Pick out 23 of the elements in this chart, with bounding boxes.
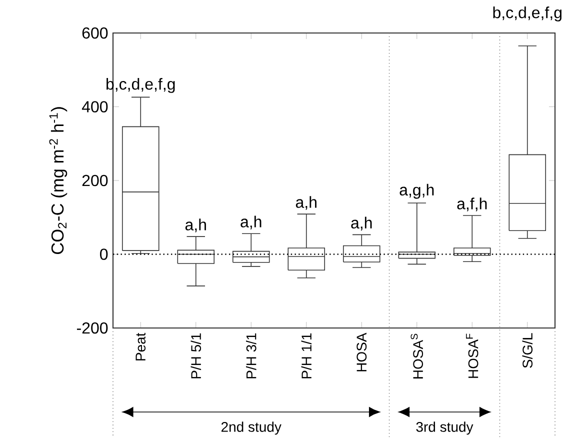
y-tick-label: 0 (100, 248, 108, 260)
x-tick-label: S/G/L (522, 333, 533, 368)
y-tick-label: -200 (76, 322, 108, 334)
y-axis-title: CO$_{2}$-C (mg m$^{-2}$ h$^{-1}$) (49, 107, 68, 254)
annotation: a,h (240, 216, 262, 230)
text: 2nd study (221, 422, 282, 435)
annotation: a,g,h (400, 184, 434, 199)
x-tick-label: P/H 3/1 (246, 333, 256, 378)
y-tick-label: 600 (82, 27, 108, 39)
y-tick-label: 400 (82, 101, 108, 112)
text: 3rd study (416, 422, 474, 435)
x-tick-label: HOSA$^{S}$ (410, 334, 424, 378)
annotation: a,f,h (457, 198, 487, 212)
y-tick-label: 200 (82, 174, 108, 186)
annotation: a,h (185, 218, 206, 232)
annotation: a,h (296, 196, 316, 210)
x-tick-label: P/H 5/1 (190, 333, 202, 378)
x-tick-label: P/H 1/1 (301, 333, 312, 378)
x-tick-label: Peat (136, 332, 146, 360)
annotation: a,h (351, 216, 372, 230)
x-tick-label: HOSA (356, 332, 367, 372)
x-tick-label: HOSA$^{F}$ (466, 334, 478, 378)
text: b,c,d,e,f,g (493, 6, 562, 22)
